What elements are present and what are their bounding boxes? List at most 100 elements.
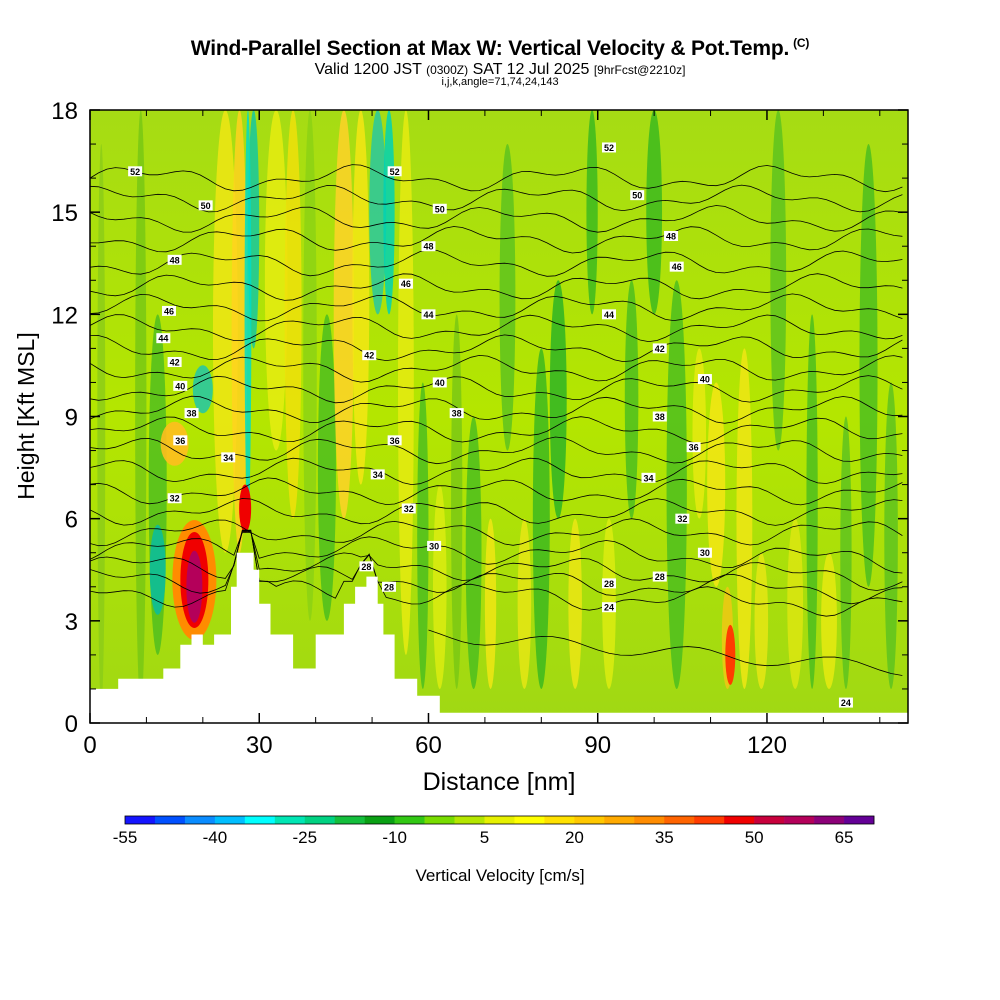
colorbar-swatch — [184, 816, 216, 824]
contour-label: 44 — [158, 334, 168, 344]
theta-contour-line — [90, 334, 903, 363]
y-tick-label: 18 — [51, 98, 78, 125]
colorbar-tick-label: 50 — [745, 828, 764, 847]
contour-label: 24 — [604, 603, 614, 613]
y-tick-label: 0 — [65, 711, 78, 738]
contour-label: 52 — [390, 167, 400, 177]
theta-contour-line — [90, 531, 903, 591]
theta-contour-line — [90, 354, 903, 383]
updraft-core — [239, 484, 252, 533]
contour-label-box — [652, 571, 667, 582]
updraft-core — [186, 550, 203, 623]
contour-label: 36 — [175, 436, 185, 446]
velocity-streak — [97, 144, 106, 706]
contour-label: 40 — [700, 375, 710, 385]
theta-contour-line — [90, 273, 903, 301]
y-tick-label: 6 — [65, 507, 78, 534]
contour-label-box — [370, 469, 385, 480]
velocity-streak — [264, 110, 288, 451]
contour-label-box — [602, 602, 617, 613]
colorbar-swatch — [634, 816, 665, 824]
contour-label-box — [652, 343, 667, 354]
theta-contour-line — [428, 629, 903, 676]
downdraft-core — [149, 524, 166, 615]
contour-label: 50 — [201, 201, 211, 211]
contour-label-box — [167, 254, 182, 265]
velocity-streak — [568, 518, 582, 689]
theta-contour-line — [90, 164, 903, 193]
contour-label: 48 — [666, 232, 676, 242]
theta-contour-line — [90, 395, 903, 424]
theta-contour-line — [90, 226, 903, 254]
velocity-streak — [692, 348, 707, 519]
velocity-streak — [484, 518, 497, 689]
contour-label: 48 — [423, 242, 433, 252]
contour-label-box — [221, 452, 236, 463]
contour-label-box — [697, 547, 712, 558]
velocity-streak — [244, 110, 252, 519]
velocity-streak — [432, 484, 447, 689]
velocity-streak — [806, 314, 818, 689]
contour-label-box — [432, 203, 447, 214]
contour-label: 28 — [361, 562, 371, 572]
x-tick-label: 30 — [246, 732, 273, 759]
index-info: i,j,k,angle=71,74,24,143 — [441, 76, 559, 88]
contour-label: 34 — [373, 470, 383, 480]
y-tick-label: 15 — [51, 200, 78, 227]
contour-label-box — [387, 166, 402, 177]
contour-label-box — [167, 493, 182, 504]
contour-label-box — [686, 442, 701, 453]
velocity-streak — [499, 144, 516, 451]
theta-contour-line — [90, 532, 903, 574]
theta-contour-line — [90, 293, 903, 322]
valid-utc: (0300Z) — [426, 63, 469, 77]
contour-label: 36 — [390, 436, 400, 446]
velocity-streak — [517, 518, 532, 689]
contour-label-box — [359, 561, 374, 572]
colorbar-swatch — [154, 816, 186, 824]
updraft-core — [725, 624, 736, 685]
colorbar-swatch — [844, 816, 875, 824]
colorbar-swatch — [244, 816, 276, 824]
theta-contour-line — [90, 518, 903, 547]
velocity-streak — [398, 110, 414, 655]
colorbar-tick-label: -55 — [113, 828, 138, 847]
theta-contour-line — [90, 375, 903, 404]
contour-label-box — [602, 578, 617, 589]
contour-label: 34 — [643, 473, 653, 483]
colorbar: -55 -40 -25 -10 5 20 35 50 65 Vertical Velocity [… — [113, 815, 875, 885]
theta-contour-line — [90, 249, 903, 277]
forecast-info: [9hrFcst@2210z] — [593, 63, 686, 77]
velocity-streak — [624, 280, 639, 519]
velocity-streak — [666, 280, 687, 689]
velocity-streak — [465, 416, 482, 689]
contour-label: 44 — [423, 310, 433, 320]
contour-label: 32 — [404, 504, 414, 514]
x-tick-label: 120 — [747, 732, 787, 759]
contour-label: 32 — [677, 514, 687, 524]
contour-label: 30 — [700, 548, 710, 558]
contour-label: 38 — [655, 412, 665, 422]
contour-label: 28 — [384, 582, 394, 592]
colorbar-tick-label: 5 — [480, 828, 489, 847]
contour-label: 50 — [632, 191, 642, 201]
x-tick-label: 60 — [415, 732, 442, 759]
contour-label-box — [652, 411, 667, 422]
velocity-streak — [770, 110, 787, 451]
colorbar-swatch — [364, 816, 395, 824]
contour-label-box — [675, 513, 690, 524]
contour-label-box — [128, 166, 143, 177]
velocity-streak — [549, 280, 567, 519]
velocity-streak — [369, 110, 387, 315]
velocity-streak — [317, 314, 336, 621]
contour-label: 52 — [130, 167, 140, 177]
colorbar-label: Vertical Velocity [cm/s] — [415, 866, 584, 885]
colorbar-swatch — [334, 816, 365, 824]
theta-contour-line — [90, 498, 903, 526]
contour-label: 42 — [364, 351, 374, 361]
chart-title: Wind-Parallel Section at Max W: Vertical… — [0, 36, 1000, 61]
velocity-streak — [787, 518, 804, 689]
contour-label-box — [449, 408, 464, 419]
contour-label: 34 — [223, 453, 233, 463]
velocity-streak — [646, 110, 663, 315]
